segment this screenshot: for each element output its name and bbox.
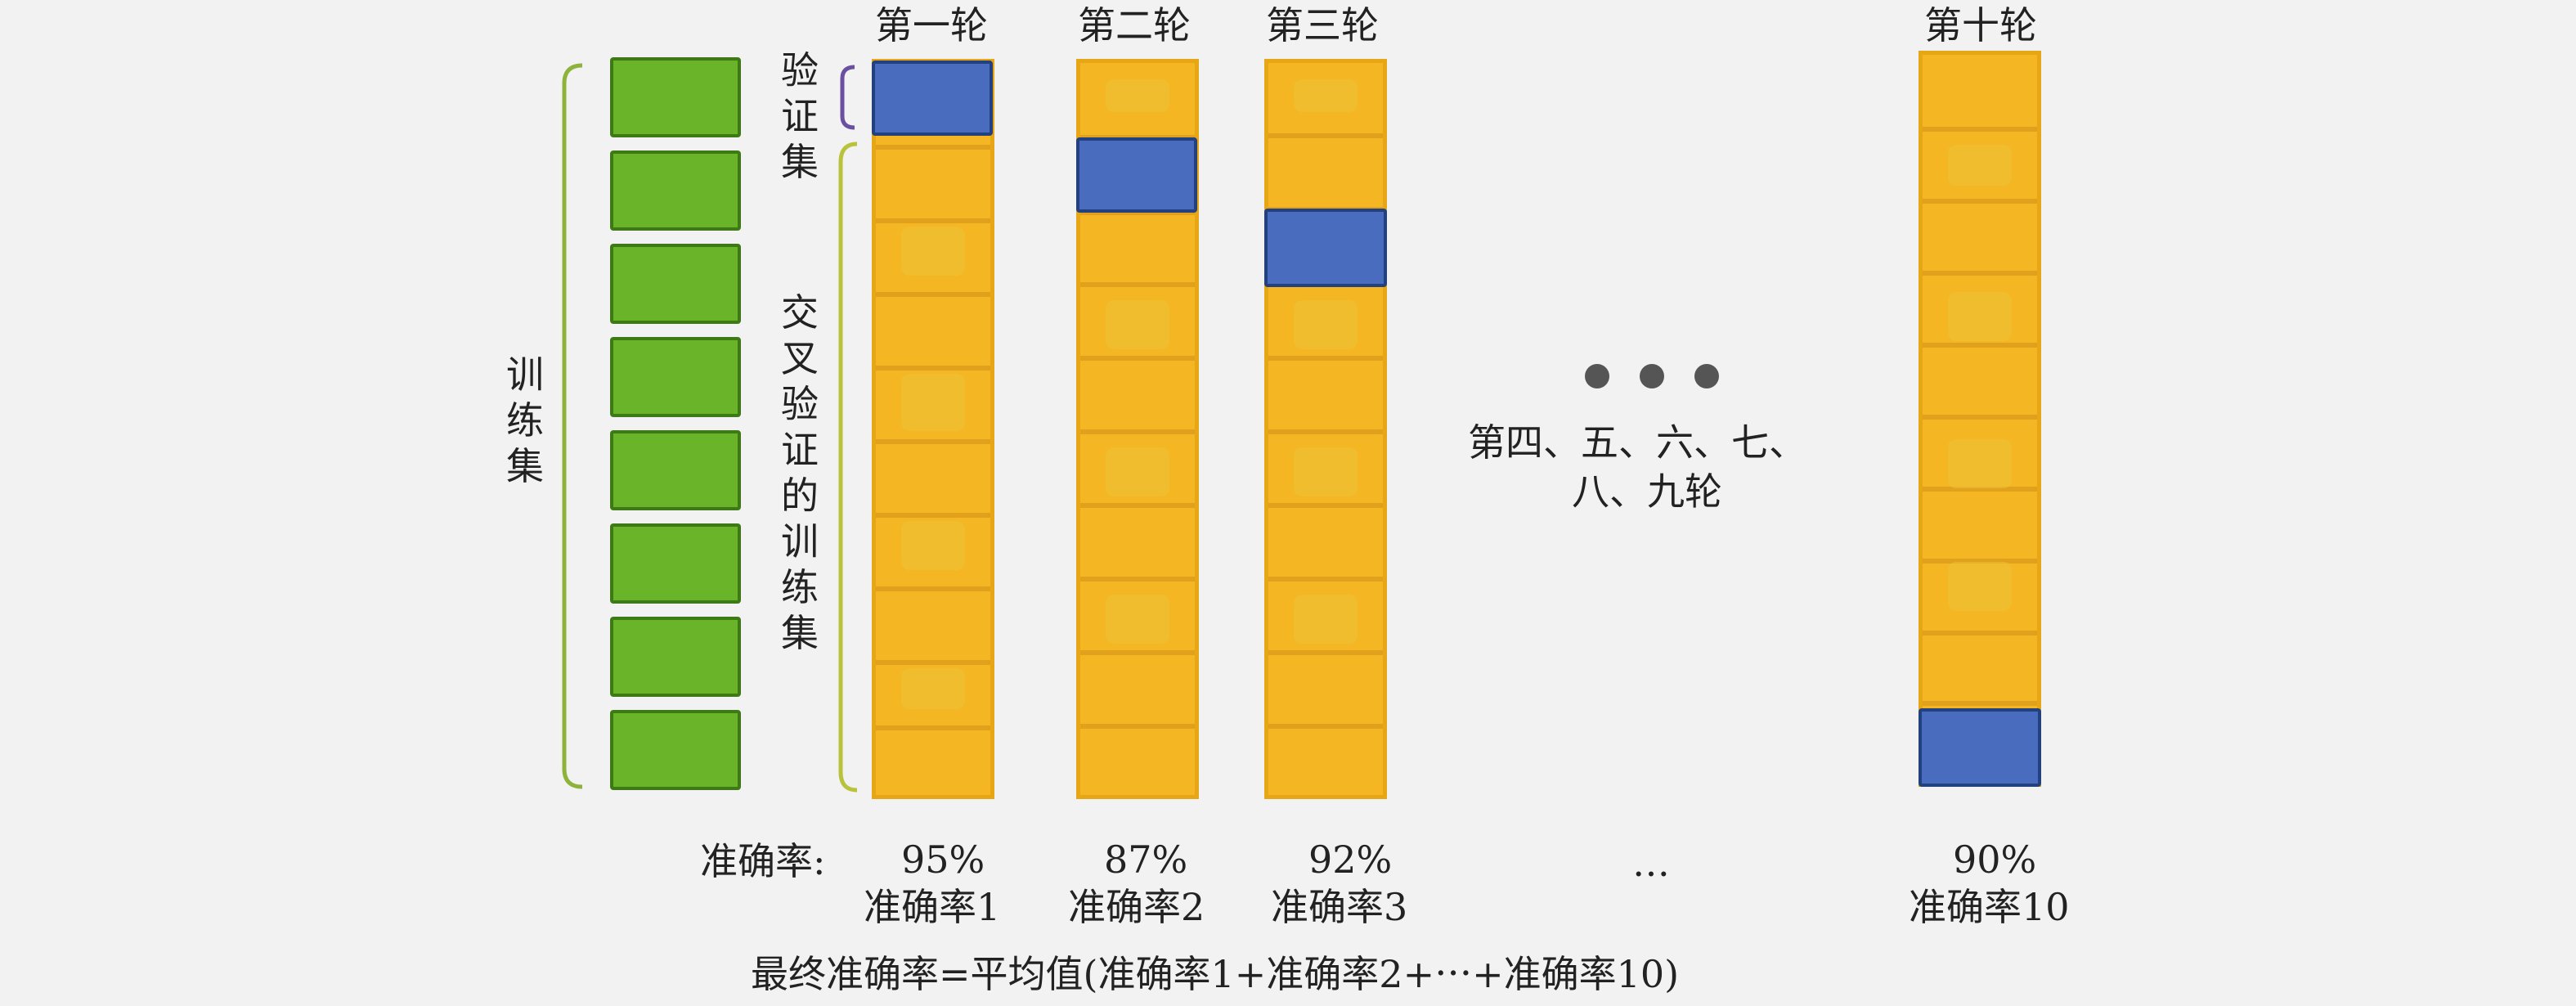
round-10-title: 第十轮 [1924, 3, 2037, 47]
train-block-3 [610, 244, 741, 324]
accuracy-value-1: 95% [901, 838, 985, 882]
validation-fold-round-10 [1919, 708, 2041, 787]
accuracy-value-10: 90% [1953, 838, 2037, 882]
validation-brace [840, 65, 855, 130]
ellipsis-dot-2 [1640, 364, 1664, 388]
accuracy-value-3: 92% [1308, 838, 1393, 882]
train-block-4 [610, 337, 741, 417]
accuracy-name-1: 准确率1 [864, 885, 1001, 929]
final-accuracy-formula: 最终准确率=平均值(准确率1+准确率2+⋯+准确率10) [751, 952, 1680, 996]
ellipsis-dot-1 [1585, 364, 1609, 388]
accuracy-name-3: 准确率3 [1271, 885, 1408, 929]
train-block-2 [610, 150, 741, 231]
train-block-7 [610, 617, 741, 697]
round-1-title: 第一轮 [875, 3, 988, 47]
validation-fold-round-2 [1076, 137, 1197, 213]
fold-column-3 [1264, 59, 1387, 799]
round-2-title: 第二轮 [1078, 3, 1191, 47]
accuracy-value-2: 87% [1104, 838, 1188, 882]
validation-fold-round-1 [872, 61, 993, 136]
accuracy-name-2: 准确率2 [1068, 885, 1205, 929]
train-block-1 [610, 57, 741, 137]
accuracy-ellipsis: … [1632, 841, 1670, 885]
train-set-brace [562, 63, 583, 789]
fold-column-1 [872, 59, 994, 799]
cv-train-brace [838, 141, 858, 793]
accuracy-row-label: 准确率: [700, 839, 826, 883]
accuracy-name-10: 准确率10 [1909, 885, 2070, 929]
train-block-6 [610, 523, 741, 604]
cv-train-set-label: 交叉验证的训练集 [781, 290, 819, 655]
validation-set-label: 验证集 [781, 48, 819, 184]
ellipsis-dot-3 [1694, 364, 1719, 388]
round-3-title: 第三轮 [1266, 3, 1379, 47]
train-block-5 [610, 430, 741, 510]
middle-rounds-line-2: 八、九轮 [1572, 469, 1722, 514]
fold-column-10 [1919, 51, 2041, 787]
train-block-8 [610, 710, 741, 790]
train-set-label: 训练集 [506, 353, 544, 488]
validation-fold-round-3 [1264, 209, 1387, 287]
middle-rounds-line-1: 第四、五、六、七、 [1468, 420, 1806, 465]
